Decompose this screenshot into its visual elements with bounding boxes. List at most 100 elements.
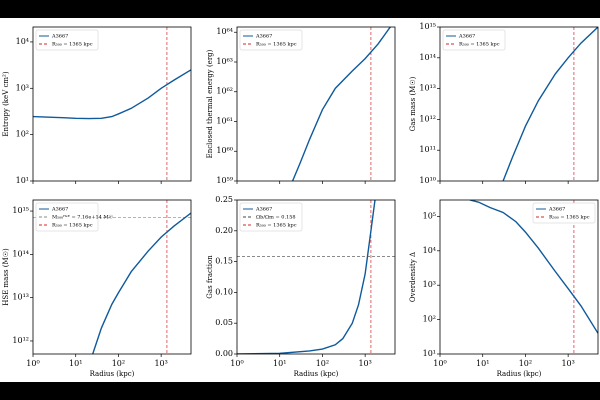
y-tick-label: 10⁶⁴ xyxy=(216,27,233,36)
axes-frame xyxy=(236,26,396,182)
x-tick-label: 10³ xyxy=(154,359,167,368)
x-tick-label: 10³ xyxy=(561,359,574,368)
legend-label: A3667 xyxy=(548,207,565,213)
legend-label: A3667 xyxy=(51,34,68,40)
y-tick-label: 10¹³ xyxy=(12,293,29,302)
data-line xyxy=(92,212,191,354)
plot-area xyxy=(237,200,395,354)
y-tick-label: 0.15 xyxy=(215,257,233,266)
legend-label: A3667 xyxy=(458,34,475,40)
legend-label: M₅₀₀ᴴˢᴱ = 7.16e+14 M☉ xyxy=(52,215,114,221)
y-tick-label: 0.05 xyxy=(215,318,233,327)
legend-label: A3667 xyxy=(51,207,68,213)
x-axis-label: Radius (kpc) xyxy=(497,370,542,378)
y-tick-label: 0.10 xyxy=(215,287,233,296)
y-tick-label: 10⁶⁰ xyxy=(216,146,233,155)
legend: A3667 R₅₀₀ = 1365 kpc xyxy=(35,29,99,51)
legend-label: R₅₀₀ = 1365 kpc xyxy=(52,42,93,48)
letterbox-top xyxy=(0,0,600,18)
legend-label: Ωb/Ωm = 0.158 xyxy=(256,215,296,221)
x-axis-label: Radius (kpc) xyxy=(90,370,135,378)
legend: A3667 R₅₀₀ = 1365 kpc xyxy=(442,29,506,51)
letterbox-bottom xyxy=(0,382,600,400)
y-tick-label: 0.25 xyxy=(215,195,233,204)
y-axis-label: Gas fraction xyxy=(206,255,214,299)
y-tick-label: 10¹⁴ xyxy=(419,53,436,62)
y-tick-label: 10⁶³ xyxy=(216,57,233,66)
y-axis-label: Overdensity Δ xyxy=(409,252,417,302)
legend-box xyxy=(35,202,99,232)
y-tick-label: 10⁴ xyxy=(16,37,29,46)
y-tick-label: 0.00 xyxy=(215,349,233,358)
y-tick-label: 10⁶¹ xyxy=(216,116,233,125)
y-tick-label: 10¹⁵ xyxy=(12,206,29,215)
y-tick-label: 10¹⁴ xyxy=(12,249,29,258)
x-tick-label: 10² xyxy=(519,359,532,368)
legend-label: A3667 xyxy=(255,34,272,40)
y-tick-label: 10² xyxy=(423,315,436,324)
legend-box xyxy=(239,29,303,51)
axes-frame xyxy=(439,199,599,355)
y-tick-label: 0.20 xyxy=(215,226,233,235)
axes-frame xyxy=(439,26,599,182)
y-tick-label: 10¹⁵ xyxy=(419,22,436,31)
y-tick-label: 10⁶² xyxy=(216,87,233,96)
y-tick-label: 10⁵ xyxy=(423,211,436,220)
y-axis-label: Entropy (keV cm²) xyxy=(2,71,10,136)
plot-area xyxy=(33,27,191,181)
legend-label: R₅₀₀ = 1365 kpc xyxy=(256,42,297,48)
y-axis-label: Gas mass (M☉) xyxy=(409,76,417,131)
legend: A3667 R₅₀₀ = 1365 kpc xyxy=(532,202,596,224)
y-tick-label: 10³ xyxy=(423,280,436,289)
legend: A3667 R₅₀₀ = 1365 kpc xyxy=(239,29,303,51)
legend-label: R₅₀₀ = 1365 kpc xyxy=(256,223,297,229)
plot-area xyxy=(291,27,392,181)
legend: A3667 Ωb/Ωm = 0.158 R₅₀₀ = 1365 kpc xyxy=(239,202,303,232)
panel: 10¹² 10¹³ 10¹⁴ 10¹⁵ 10⁰ 10¹ 10² 10³ HSE mass (M☉… xyxy=(2,199,192,378)
legend-box xyxy=(239,202,303,232)
legend-box xyxy=(532,202,596,224)
data-line xyxy=(291,27,392,181)
y-tick-label: 10¹ xyxy=(16,176,29,185)
legend-label: A3667 xyxy=(255,207,272,213)
panel: 10¹⁰ 10¹¹ 10¹² 10¹³ 10¹⁴ 10¹⁵ Gas mass (M☉) A36… xyxy=(409,22,599,185)
y-tick-label: 10⁴ xyxy=(423,246,436,255)
panel: 0.00 0.05 0.10 0.15 0.20 0.25 10⁰ 10¹ 10² 10³ Gas … xyxy=(206,195,396,378)
legend-label: R₅₀₀ = 1365 kpc xyxy=(52,223,93,229)
plot-area xyxy=(469,200,598,354)
x-tick-label: 10¹ xyxy=(69,359,82,368)
data-line xyxy=(237,200,376,354)
legend-box xyxy=(35,29,99,51)
y-tick-label: 10³ xyxy=(16,83,29,92)
axes-frame xyxy=(236,199,396,355)
y-tick-label: 10¹² xyxy=(12,336,29,345)
x-tick-label: 10³ xyxy=(358,359,371,368)
y-tick-label: 10¹ xyxy=(423,349,436,358)
y-axis-label: HSE mass (M☉) xyxy=(2,248,10,306)
y-tick-label: 10¹² xyxy=(419,114,436,123)
axes-frame xyxy=(32,26,192,182)
panel: 10⁵⁹ 10⁶⁰ 10⁶¹ 10⁶² 10⁶³ 10⁶⁴ Enclosed thermal… xyxy=(206,26,396,185)
plot-area xyxy=(502,27,598,181)
x-tick-label: 10² xyxy=(112,359,125,368)
x-axis-label: Radius (kpc) xyxy=(294,370,339,378)
axes-frame xyxy=(32,199,192,355)
x-tick-label: 10¹ xyxy=(273,359,286,368)
y-tick-label: 10² xyxy=(16,130,29,139)
y-tick-label: 10¹³ xyxy=(419,84,436,93)
data-line xyxy=(33,69,191,120)
x-tick-label: 10¹ xyxy=(476,359,489,368)
x-tick-label: 10⁰ xyxy=(230,359,243,368)
x-tick-label: 10⁰ xyxy=(433,359,446,368)
y-tick-label: 10¹¹ xyxy=(419,145,436,154)
y-axis-label: Enclosed thermal energy (erg) xyxy=(206,49,214,158)
y-tick-label: 10¹⁰ xyxy=(419,176,436,185)
legend-label: R₅₀₀ = 1365 kpc xyxy=(459,42,500,48)
y-tick-label: 10⁵⁹ xyxy=(216,176,233,185)
x-tick-label: 10⁰ xyxy=(26,359,39,368)
legend-box xyxy=(442,29,506,51)
data-line xyxy=(502,27,598,181)
